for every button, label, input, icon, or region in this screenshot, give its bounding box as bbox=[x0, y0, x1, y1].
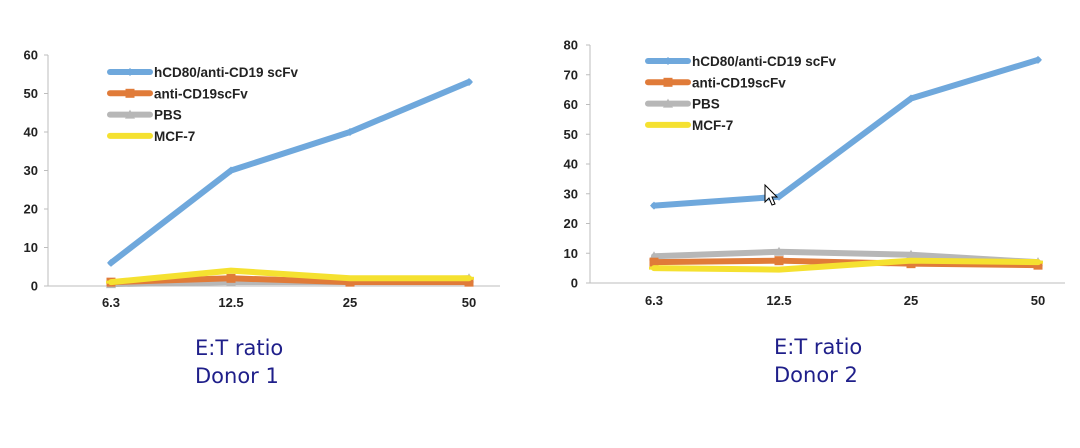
legend: hCD80/anti-CD19 scFv anti-CD19scFv PBS MCF-… bbox=[107, 65, 299, 144]
x-tick-label: 25 bbox=[343, 295, 357, 310]
legend-label: anti-CD19scFv bbox=[692, 75, 786, 90]
legend-label: MCF-7 bbox=[154, 129, 195, 144]
x-axis-title: E:T ratio bbox=[195, 336, 283, 360]
data-point bbox=[1033, 260, 1043, 264]
data-point bbox=[1034, 55, 1042, 64]
x-tick-label: 12.5 bbox=[766, 293, 791, 308]
data-point bbox=[106, 280, 116, 284]
data-point bbox=[345, 277, 355, 287]
data-point bbox=[464, 276, 474, 280]
legend-label: MCF-7 bbox=[692, 118, 733, 133]
data-point bbox=[346, 128, 354, 136]
x-tick-label: 50 bbox=[462, 295, 476, 310]
series-line-1 bbox=[108, 275, 472, 286]
legend-label: hCD80/anti-CD19 scFv bbox=[154, 65, 299, 80]
series-line-3 bbox=[651, 257, 1041, 273]
y-tick-label: 50 bbox=[564, 127, 578, 142]
data-point bbox=[345, 276, 355, 280]
y-tick-label: 20 bbox=[564, 216, 578, 231]
chart-donor-1: 0 10 20 30 40 50 60 6.3 12.5 25 50 hCD80/anti-CD19 … bbox=[24, 48, 500, 388]
legend-label: anti-CD19scFv bbox=[154, 86, 248, 101]
data-point bbox=[906, 259, 916, 263]
y-tick-label: 0 bbox=[31, 279, 38, 294]
legend-label: hCD80/anti-CD19 scFv bbox=[692, 54, 837, 69]
data-point bbox=[907, 94, 915, 103]
y-tick-label: 10 bbox=[564, 246, 578, 261]
legend-label: PBS bbox=[154, 108, 182, 123]
y-tick-label: 60 bbox=[564, 97, 578, 112]
data-point bbox=[650, 201, 658, 210]
data-point bbox=[464, 277, 474, 287]
x-tick-label: 6.3 bbox=[645, 293, 663, 308]
data-point bbox=[774, 246, 784, 256]
y-tick-label: 70 bbox=[564, 67, 578, 82]
y-tick-label: 50 bbox=[24, 86, 38, 101]
x-tick-label: 25 bbox=[904, 293, 918, 308]
series-line-0 bbox=[108, 78, 472, 266]
legend-marker bbox=[125, 88, 135, 98]
data-point bbox=[227, 166, 235, 175]
y-tick-label: 60 bbox=[24, 48, 38, 63]
data-point bbox=[774, 256, 784, 266]
legend-marker bbox=[663, 77, 673, 87]
series-line-3 bbox=[108, 267, 472, 286]
y-tick-label: 30 bbox=[564, 186, 578, 201]
data-point bbox=[649, 266, 659, 270]
legend-marker bbox=[126, 68, 134, 76]
chart-subtitle: Donor 1 bbox=[195, 364, 279, 388]
data-point bbox=[774, 268, 784, 272]
y-tick-label: 80 bbox=[564, 38, 578, 53]
legend-marker bbox=[664, 57, 672, 65]
y-tick-label: 40 bbox=[24, 125, 38, 140]
data-point bbox=[465, 77, 473, 86]
data-point bbox=[649, 257, 659, 267]
data-point bbox=[775, 192, 783, 201]
chart-donor-2: 0 10 20 30 40 50 60 70 80 6.3 12.5 25 50 hCD80/anti-C… bbox=[564, 38, 1065, 387]
data-point bbox=[906, 249, 916, 259]
y-tick-label: 40 bbox=[564, 157, 578, 172]
chart-subtitle: Donor 2 bbox=[774, 363, 858, 387]
y-tick-label: 20 bbox=[24, 202, 38, 217]
data-point bbox=[107, 258, 115, 267]
x-tick-label: 50 bbox=[1031, 293, 1045, 308]
data-point bbox=[226, 269, 236, 273]
y-tick-label: 10 bbox=[24, 240, 38, 255]
x-axis-title: E:T ratio bbox=[774, 335, 862, 359]
series-line-0 bbox=[651, 56, 1041, 209]
legend-marker bbox=[125, 109, 135, 119]
legend-label: PBS bbox=[692, 97, 720, 112]
x-tick-label: 12.5 bbox=[218, 295, 243, 310]
legend: hCD80/anti-CD19 scFv anti-CD19scFv PBS MCF-… bbox=[645, 54, 837, 133]
x-tick-label: 6.3 bbox=[102, 295, 120, 310]
legend-marker bbox=[663, 98, 673, 108]
data-point bbox=[226, 273, 236, 283]
mouse-cursor-icon bbox=[764, 183, 779, 206]
y-tick-label: 30 bbox=[24, 163, 38, 178]
y-tick-label: 0 bbox=[571, 276, 578, 291]
